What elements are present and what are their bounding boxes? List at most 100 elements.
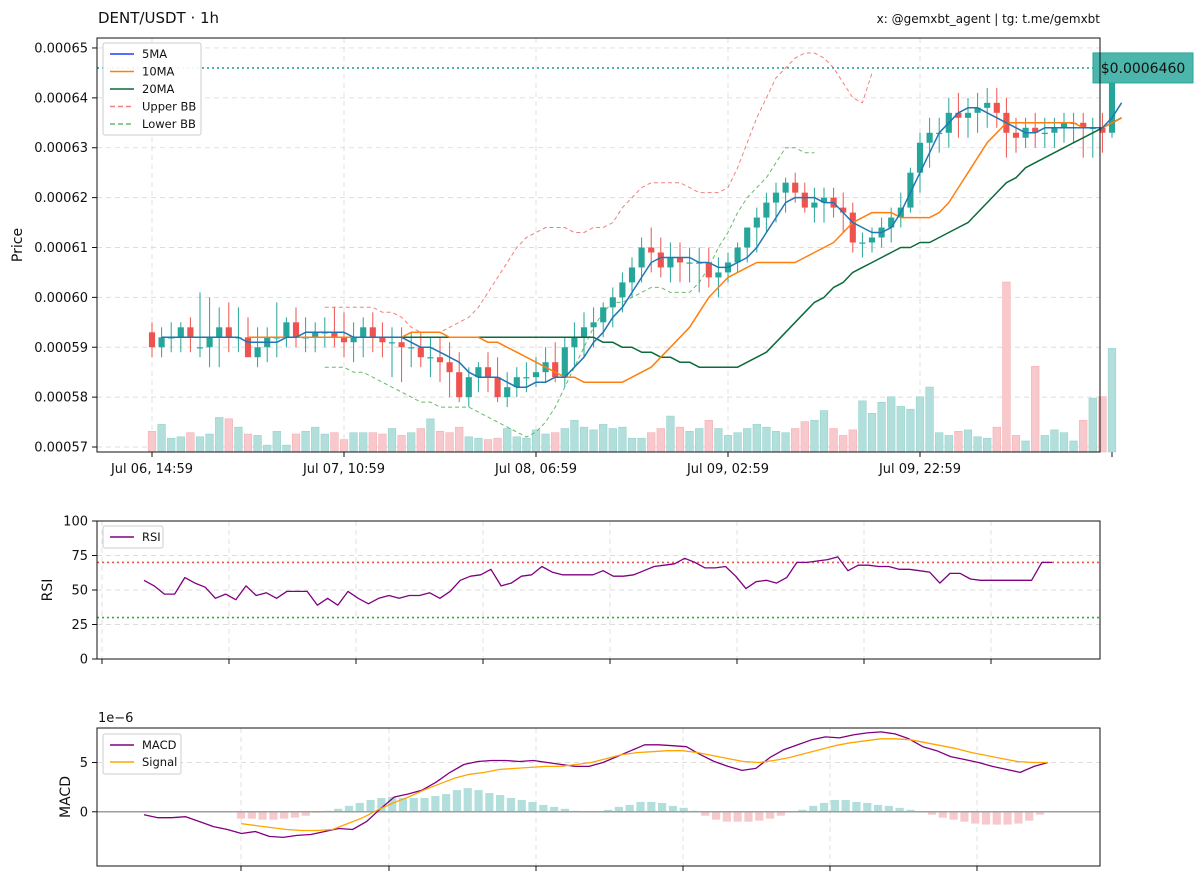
macd-histogram-bar	[733, 811, 742, 822]
candle-body	[811, 202, 818, 208]
macd-histogram-bar	[863, 802, 872, 812]
macd-histogram-bar	[647, 801, 656, 812]
volume-bar	[320, 433, 329, 453]
volume-bar	[579, 426, 589, 453]
volume-bar	[887, 396, 896, 453]
candle-body	[657, 252, 664, 268]
candle-body	[571, 337, 578, 348]
macd-histogram-bar	[334, 808, 343, 812]
candle-body	[196, 347, 204, 349]
volume-bar	[368, 432, 377, 453]
candle-body	[715, 272, 722, 278]
candle-body	[494, 377, 501, 398]
volume-bar	[1107, 348, 1117, 453]
volume-bar	[397, 435, 406, 453]
volume-bar	[896, 406, 905, 453]
macd-histogram-bar	[431, 796, 440, 812]
rsi-y-tick-label: 100	[63, 515, 88, 530]
macd-histogram-bar	[420, 797, 429, 812]
macd-histogram-bar	[604, 809, 613, 812]
macd-histogram-bar	[625, 804, 634, 812]
price-y-tick-label: 0.00057	[34, 441, 88, 456]
rsi-frame	[96, 520, 1101, 660]
volume-bar	[234, 426, 243, 453]
price-tag-label: $0.0006460	[1101, 61, 1186, 77]
candle-body	[993, 102, 1000, 113]
volume-bar	[176, 436, 185, 453]
candle-body	[216, 327, 223, 338]
volume-bar	[167, 437, 176, 453]
legend-label: Upper BB	[142, 100, 196, 114]
candle-body	[513, 377, 520, 388]
macd-legend: MACD Signal	[102, 733, 182, 775]
volume-bar	[205, 433, 214, 453]
candle-body	[388, 342, 396, 344]
volume-bar	[416, 428, 425, 453]
legend-label: MACD	[142, 738, 177, 752]
candle-body	[254, 347, 261, 358]
volume-bar	[608, 428, 617, 453]
macd-frame	[96, 727, 1101, 867]
volume-bar	[339, 439, 349, 453]
candle-body	[763, 202, 770, 218]
candle-body	[772, 192, 780, 203]
volume-bar	[752, 424, 761, 453]
macd-histogram-bar	[474, 790, 483, 812]
candle-body	[600, 307, 607, 323]
volume-bar	[493, 437, 502, 453]
candle-body	[456, 372, 463, 398]
upper-bb-line	[324, 52, 873, 333]
macd-histogram-bar	[236, 811, 246, 819]
candle-body	[398, 342, 405, 348]
macd-histogram-bar	[798, 809, 807, 812]
legend-label: 20MA	[142, 82, 175, 96]
macd-legend-box	[102, 733, 182, 775]
macd-histogram-bar	[517, 799, 526, 812]
volume-bar	[272, 431, 281, 453]
candle-body	[1099, 127, 1106, 133]
macd-y-tick-label: 0	[80, 805, 88, 820]
price-plot-area	[97, 38, 1100, 452]
candle-body	[177, 327, 184, 338]
candle-body	[1032, 127, 1039, 133]
macd-histogram-bar	[744, 811, 753, 822]
candle-body	[840, 207, 847, 213]
volume-bar	[656, 428, 665, 453]
candle-body	[465, 377, 472, 398]
volume-bar	[819, 410, 829, 453]
price-panel: 0.00057 0.00058 0.00059 0.00060 0.00061 0.000…	[10, 37, 1194, 477]
price-x-tick-label: Jul 09, 02:59	[686, 462, 769, 477]
volume-bar	[387, 428, 397, 453]
candle-body	[350, 337, 357, 343]
macd-histogram-bar	[442, 794, 451, 812]
macd-panel: 0 5 1e−6 MACD MACD Signal	[58, 711, 1101, 871]
volume-bar	[762, 426, 771, 453]
volume-bar	[675, 426, 685, 453]
price-x-tick-label: Jul 06, 14:59	[110, 462, 193, 477]
volume-bar	[666, 415, 675, 453]
macd-histogram-bar	[852, 801, 861, 812]
candle-body	[484, 367, 492, 378]
legend-label: RSI	[142, 530, 161, 544]
volume-bar	[445, 432, 454, 453]
macd-histogram-bar	[258, 811, 267, 820]
candle-body	[1041, 132, 1048, 134]
volume-bar	[992, 426, 1001, 453]
macd-histogram-bar	[1025, 811, 1034, 821]
chart-title: DENT/USDT · 1h	[98, 9, 219, 27]
volume-bar	[407, 432, 416, 453]
volume-bar	[359, 432, 368, 453]
macd-histogram-bar	[528, 801, 537, 812]
volume-bar	[1059, 432, 1069, 453]
candle-body	[148, 332, 156, 348]
volume-bar	[474, 437, 483, 453]
volume-bar	[627, 437, 637, 453]
volume-bar	[195, 436, 205, 453]
volume-bar	[330, 432, 339, 453]
volume-bar	[282, 444, 291, 453]
volume-bar	[781, 432, 790, 453]
candle-body	[523, 377, 530, 379]
candle-body	[801, 192, 808, 208]
candle-body	[331, 332, 338, 338]
candle-body	[859, 242, 866, 244]
